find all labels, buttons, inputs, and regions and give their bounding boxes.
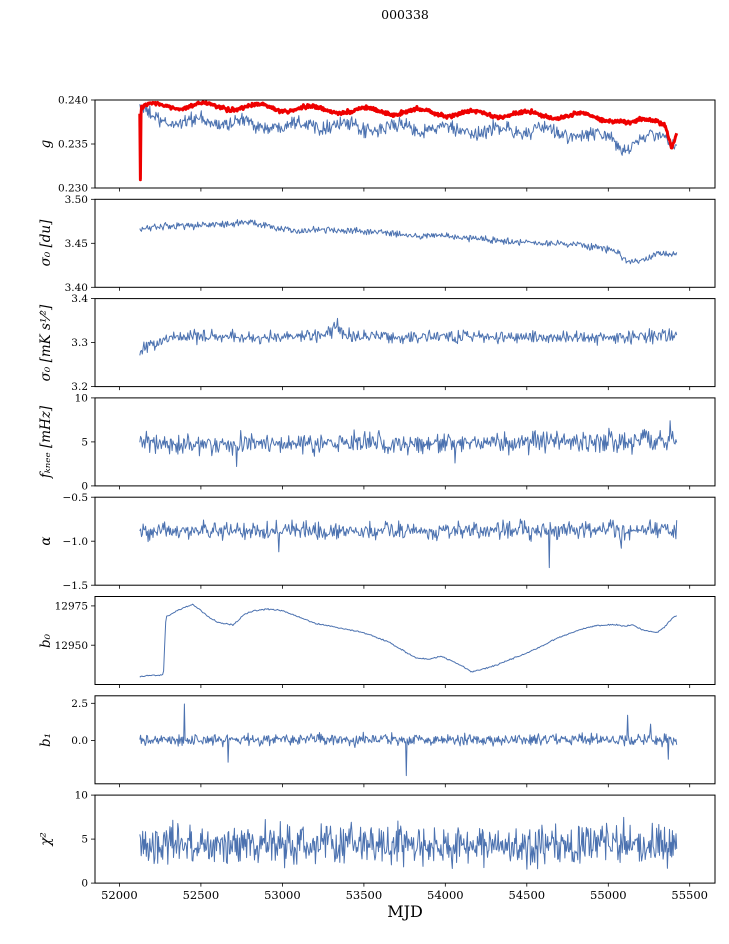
series-b1 bbox=[139, 703, 678, 777]
x-tick-label: 52500 bbox=[183, 888, 220, 902]
series-b0 bbox=[139, 603, 677, 678]
series-g-raw bbox=[139, 103, 678, 156]
y-tick-label: 12975 bbox=[55, 601, 88, 613]
axes-frame bbox=[94, 198, 716, 288]
y-tick-label: 0.230 bbox=[58, 183, 88, 195]
x-tick-label: 53000 bbox=[264, 888, 301, 902]
y-tick-label: 3.40 bbox=[65, 282, 88, 294]
y-tick-label: 0 bbox=[81, 481, 88, 493]
x-tick-label: 53500 bbox=[346, 888, 383, 902]
y-tick-label: −1.5 bbox=[63, 580, 89, 592]
x-axis-label: MJD bbox=[387, 902, 423, 921]
y-tick-label: 5 bbox=[81, 437, 88, 449]
y-axis-label-fknee: fₖₙₑₑ [mHz] bbox=[38, 405, 54, 479]
x-tick-label: 55500 bbox=[671, 888, 708, 902]
axes-frame bbox=[94, 596, 716, 685]
panel-fknee: 0 5 10 bbox=[75, 393, 716, 493]
series-chi2 bbox=[139, 816, 678, 870]
y-axis-label-b0: b₀ bbox=[38, 633, 54, 648]
y-tick-label: 3.3 bbox=[71, 337, 88, 349]
series-fknee bbox=[139, 420, 678, 467]
y-tick-label: 3.4 bbox=[71, 293, 88, 305]
y-axis-label-alpha: α bbox=[38, 536, 54, 546]
y-tick-label: 10 bbox=[75, 393, 88, 405]
y-tick-label: 0.235 bbox=[58, 139, 88, 151]
series-alpha bbox=[139, 518, 678, 569]
x-tick-label: 54000 bbox=[427, 888, 464, 902]
panel-alpha: −1.5 −1.0 −0.5 bbox=[63, 492, 716, 592]
y-tick-label: 3.50 bbox=[65, 194, 88, 206]
series-sigma0-du bbox=[139, 219, 678, 265]
y-axis-label-chi2: χ² bbox=[38, 832, 54, 846]
panel-b0: 12950 12975 bbox=[55, 596, 716, 688]
x-tick-label: 55000 bbox=[590, 888, 627, 902]
y-tick-label: 3.45 bbox=[65, 238, 88, 250]
y-axis-label-g: g bbox=[38, 139, 54, 149]
series-g-smoothed bbox=[138, 100, 679, 182]
y-axis-label-sigma0-mk: σ₀ [mK s¹⁄²] bbox=[38, 304, 54, 381]
y-tick-label: 2.5 bbox=[71, 698, 88, 710]
x-tick-label: 52000 bbox=[101, 888, 138, 902]
axes-frame bbox=[94, 695, 716, 785]
panel-chi2: 0 5 10 52000 52500 53000 53500 54000 54500 55000 5… bbox=[75, 790, 716, 902]
y-tick-label: 0 bbox=[81, 878, 88, 890]
y-tick-label: −0.5 bbox=[63, 492, 89, 504]
axes-frame bbox=[94, 397, 716, 487]
series-sigma0-mk bbox=[139, 317, 678, 356]
y-tick-label: −1.0 bbox=[63, 536, 89, 548]
y-tick-label: 12950 bbox=[55, 640, 88, 652]
x-tick-label: 54500 bbox=[509, 888, 546, 902]
panel-b1: 0.0 2.5 bbox=[71, 695, 716, 788]
panel-sigma0-du: 3.40 3.45 3.50 bbox=[65, 194, 716, 294]
figure-title: 000338 bbox=[381, 7, 429, 22]
y-tick-label: 0.240 bbox=[58, 95, 88, 107]
axes-frame bbox=[94, 298, 716, 388]
y-axis-label-b1: b₁ bbox=[38, 732, 54, 747]
y-axis-label-sigma0-du: σ₀ [du] bbox=[38, 219, 54, 267]
y-tick-label: 10 bbox=[75, 790, 88, 802]
y-tick-label: 5 bbox=[81, 834, 88, 846]
y-tick-label: 0.0 bbox=[71, 735, 88, 747]
y-tick-label: 3.2 bbox=[71, 381, 88, 393]
panel-sigma0-mk: 3.2 3.3 3.4 bbox=[71, 293, 716, 393]
panel-g: 0.230 0.235 0.240 bbox=[58, 95, 716, 195]
